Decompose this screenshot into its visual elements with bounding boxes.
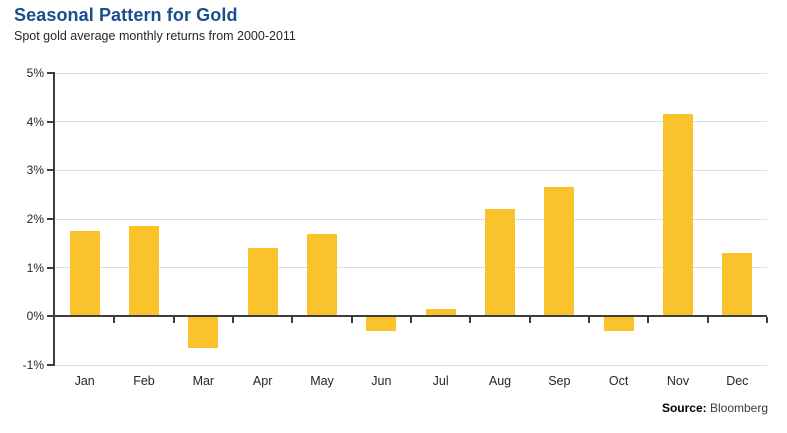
- x-axis-tick: [528, 317, 531, 324]
- y-axis-tick-label: -1%: [22, 358, 44, 372]
- x-axis-tick: [113, 317, 116, 324]
- gridline: [55, 72, 767, 74]
- gridline: [55, 169, 767, 171]
- x-axis-tick: [706, 317, 709, 324]
- bar-jan: [69, 231, 100, 317]
- y-axis-tick-label: 2%: [26, 212, 44, 226]
- x-axis-label-feb: Feb: [133, 374, 155, 388]
- x-axis-tick: [172, 317, 175, 324]
- x-axis-label-jun: Jun: [371, 374, 392, 388]
- bar-may: [307, 233, 337, 317]
- bar-sep: [544, 187, 575, 317]
- bar-aug: [485, 209, 515, 317]
- x-axis-label-oct: Oct: [608, 374, 629, 388]
- x-axis-label-mar: Mar: [192, 374, 215, 388]
- chart-subtitle: Spot gold average monthly returns from 2…: [14, 29, 296, 43]
- bar-oct: [603, 316, 634, 331]
- x-axis-label-apr: Apr: [252, 374, 273, 388]
- y-axis-tick: [47, 364, 55, 366]
- x-axis-label-dec: Dec: [726, 374, 749, 388]
- x-axis-label-jan: Jan: [74, 374, 95, 388]
- gridline: [55, 121, 767, 123]
- bar-feb: [129, 226, 159, 317]
- y-axis-tick: [47, 120, 55, 123]
- x-axis-tick: [469, 317, 472, 324]
- gridline: [55, 364, 767, 366]
- source-line: Source: Bloomberg: [662, 401, 768, 415]
- x-axis-tick: [766, 317, 768, 324]
- y-axis-tick-label: 1%: [26, 260, 44, 275]
- x-axis-tick: [588, 317, 590, 324]
- chart-title: Seasonal Pattern for Gold: [14, 5, 238, 25]
- x-axis-zero-line: [55, 315, 767, 318]
- y-axis-tick: [47, 72, 55, 74]
- x-axis-label-aug: Aug: [488, 374, 512, 388]
- x-axis-tick: [291, 317, 294, 324]
- source-value: Bloomberg: [709, 401, 768, 415]
- gridline: [55, 267, 767, 269]
- bar-jul: [425, 309, 456, 317]
- x-axis-label-nov: Nov: [666, 374, 690, 388]
- bar-apr: [247, 248, 278, 317]
- source-label: Source:: [661, 401, 707, 415]
- y-axis-tick-label: 3%: [26, 163, 44, 178]
- x-axis-tick: [410, 317, 412, 324]
- y-axis-tick-label: 0%: [26, 309, 44, 324]
- y-axis-tick: [47, 315, 55, 318]
- y-axis-tick: [47, 169, 55, 172]
- x-axis-tick: [350, 317, 353, 324]
- y-axis-tick-label: 5%: [26, 66, 44, 80]
- bar-mar: [188, 316, 219, 348]
- x-axis-label-jul: Jul: [432, 374, 449, 388]
- x-axis-tick: [647, 317, 650, 324]
- x-axis-label-sep: Sep: [548, 374, 571, 388]
- bar-nov: [663, 114, 693, 317]
- y-axis-tick: [47, 266, 55, 269]
- bar-dec: [722, 253, 753, 317]
- bar-jun: [366, 316, 397, 331]
- y-axis-tick: [47, 218, 55, 220]
- x-axis-tick: [232, 317, 234, 324]
- gridline: [55, 218, 767, 220]
- x-axis-label-may: May: [310, 374, 334, 388]
- y-axis-tick-label: 4%: [26, 114, 44, 129]
